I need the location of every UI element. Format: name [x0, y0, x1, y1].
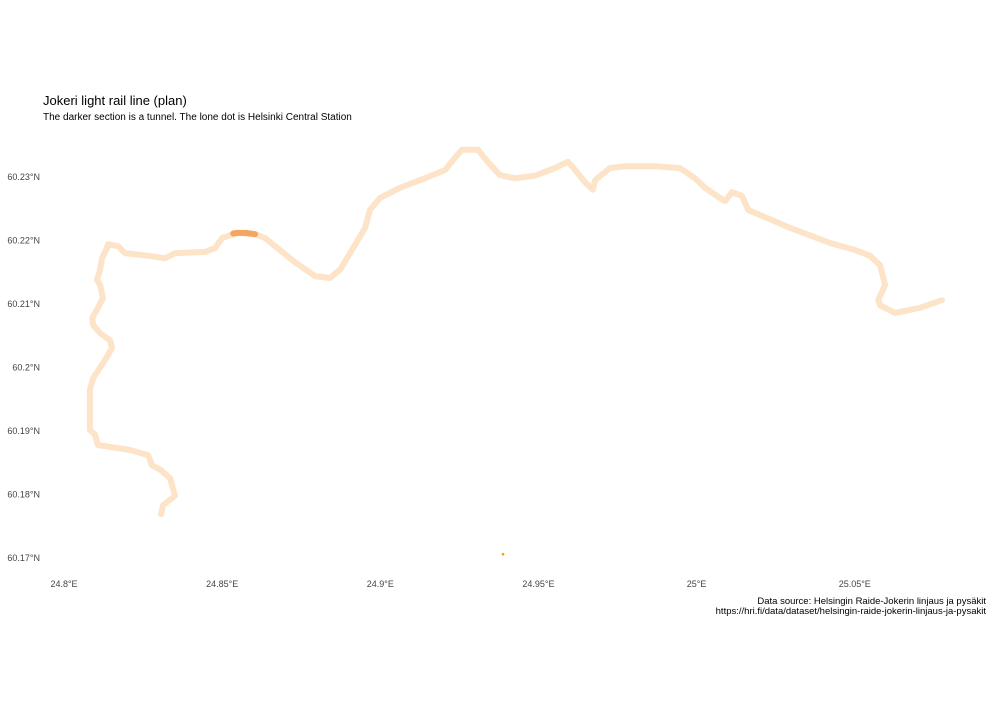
x-tick-label: 24.95°E: [522, 579, 554, 589]
x-tick-label: 25°E: [687, 579, 707, 589]
x-tick-label: 25.05°E: [839, 579, 871, 589]
chart-subtitle: The darker section is a tunnel. The lone…: [43, 112, 352, 123]
y-tick-label: 60.19°N: [7, 426, 40, 436]
x-tick-label: 24.8°E: [50, 579, 77, 589]
rail-line: [86, 146, 945, 518]
caption-url: https://hri.fi/data/dataset/helsingin-ra…: [715, 606, 986, 617]
y-tick-label: 60.22°N: [7, 236, 40, 246]
y-tick-label: 60.23°N: [7, 172, 40, 182]
chart-title: Jokeri light rail line (plan): [43, 93, 187, 108]
caption-source: Data source: Helsingin Raide-Jokerin lin…: [757, 596, 986, 607]
y-tick-label: 60.21°N: [7, 299, 40, 309]
y-tick-label: 60.2°N: [12, 363, 40, 373]
x-tick-label: 24.85°E: [206, 579, 238, 589]
central-station-dot: [501, 552, 505, 556]
y-tick-label: 60.18°N: [7, 490, 40, 500]
x-tick-label: 24.9°E: [367, 579, 394, 589]
y-tick-label: 60.17°N: [7, 553, 40, 563]
tunnel-section: [230, 229, 258, 238]
